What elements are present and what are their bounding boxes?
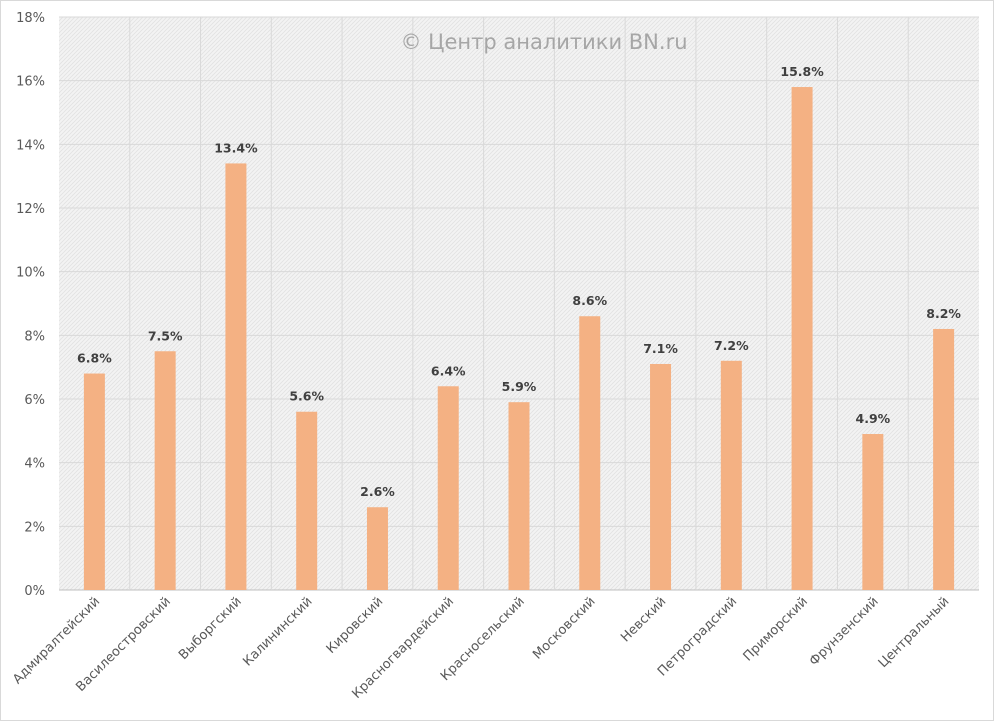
bar [366,507,388,590]
x-tick-label: Калининский [240,594,315,669]
x-tick-label: Кировский [324,594,387,657]
x-tick-label: Московский [530,594,598,662]
data-label: 5.9% [502,379,537,394]
x-tick-label: Петроградский [655,594,740,679]
bars [83,87,955,591]
data-label: 8.2% [926,306,961,321]
bar [437,386,459,590]
data-label: 7.2% [714,338,749,353]
y-tick-label: 12% [16,202,45,217]
bar [225,163,247,590]
data-label: 7.5% [148,328,183,343]
bar [720,360,742,590]
y-tick-label: 6% [24,393,45,408]
data-label: 15.8% [780,64,824,79]
bar [83,373,105,590]
data-label: 2.6% [360,484,395,499]
data-label: 6.8% [77,351,112,366]
y-tick-label: 4% [24,457,45,472]
gridlines [59,16,979,591]
y-tick-label: 18% [16,11,45,26]
x-tick-label: Приморский [741,594,811,664]
data-label: 6.4% [431,363,466,378]
watermark: © Центр аналитики BN.ru [400,30,687,54]
y-axis: 0% 2% 4% 6% 8% 10% 12% 14% 16% 18% [16,11,45,599]
x-tick-label: Невский [618,594,669,645]
bar [650,363,672,590]
bar [154,351,176,590]
data-labels: 6.8% 7.5% 13.4% 5.6% 2.6% 6.4% 5.9% 8.6% 7.1% 7.2… [77,64,961,499]
bar [579,316,601,590]
y-tick-label: 8% [24,329,45,344]
bar [508,402,530,590]
bar [933,328,955,590]
bar [791,87,813,591]
y-tick-label: 0% [24,584,45,599]
y-tick-label: 10% [16,266,45,281]
x-tick-label: Центральный [876,594,953,671]
bar [296,411,318,590]
data-label: 4.9% [856,411,891,426]
x-tick-label: Выборгский [176,594,245,663]
data-label: 5.6% [289,389,324,404]
bar [862,434,884,590]
y-tick-label: 2% [24,520,45,535]
y-tick-label: 16% [16,75,45,90]
data-label: 13.4% [214,140,258,155]
data-label: 8.6% [572,293,607,308]
data-label: 7.1% [643,341,678,356]
y-tick-label: 14% [16,138,45,153]
x-tick-label: Фрунзенский [807,594,882,669]
